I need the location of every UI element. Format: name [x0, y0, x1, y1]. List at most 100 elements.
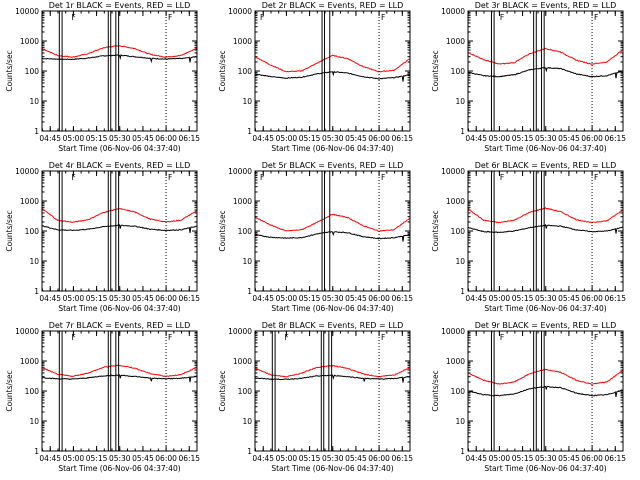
x-tick-label: 04:45	[252, 134, 274, 143]
x-axis-label: Start Time (06-Nov-06 04:37:40)	[271, 464, 393, 473]
y-tick-label: 10000	[441, 327, 465, 336]
x-tick-label: 05:15	[512, 294, 534, 303]
y-tick-label: 1000	[446, 197, 465, 206]
lld-series-line	[254, 213, 411, 232]
x-tick-label: 05:15	[299, 294, 321, 303]
lld-series-line	[41, 207, 198, 224]
x-tick-label: 06:15	[178, 294, 200, 303]
x-axis-label: Start Time (06-Nov-06 04:37:40)	[271, 144, 393, 153]
plot-frame	[254, 330, 411, 452]
x-tick-label: 05:45	[345, 134, 367, 143]
plot-frame	[254, 170, 411, 292]
x-axis-label: Start Time (06-Nov-06 04:37:40)	[484, 464, 606, 473]
y-axis-label: Counts/sec	[218, 50, 227, 91]
y-tick-label: 100	[25, 387, 40, 396]
x-tick-label: 05:45	[558, 134, 580, 143]
y-axis-label: Counts/sec	[218, 210, 227, 251]
events-series-line	[41, 224, 198, 234]
flare-marker-label: F	[71, 333, 75, 342]
y-tick-label: 100	[451, 67, 466, 76]
flare-marker-label: F	[381, 173, 385, 182]
panel-title: Det 5r BLACK = Events, RED = LLD	[262, 161, 404, 170]
panel-7: Det 7r BLACK = Events, RED = LLD Counts/s…	[5, 321, 200, 473]
panel-6: Det 6r BLACK = Events, RED = LLD Counts/s…	[431, 161, 626, 313]
y-tick-label: 1	[460, 287, 465, 296]
panel-8: Det 8r BLACK = Events, RED = LLD Counts/s…	[218, 321, 413, 473]
x-tick-label: 05:30	[109, 134, 131, 143]
plot-frame	[467, 10, 624, 132]
x-tick-label: 05:30	[535, 294, 557, 303]
x-tick-label: 05:00	[276, 454, 298, 463]
panel-2: Det 2r BLACK = Events, RED = LLD Counts/s…	[218, 1, 413, 153]
flare-marker-label: F	[594, 173, 598, 182]
x-tick-label: 05:45	[345, 454, 367, 463]
x-axis-label: Start Time (06-Nov-06 04:37:40)	[271, 304, 393, 313]
y-tick-label: 1000	[233, 357, 252, 366]
y-tick-label: 10000	[15, 167, 39, 176]
x-tick-label: 05:00	[63, 134, 85, 143]
flare-marker-label: F	[594, 333, 598, 342]
panel-title: Det 7r BLACK = Events, RED = LLD	[49, 321, 191, 330]
x-tick-label: 06:15	[178, 134, 200, 143]
x-tick-label: 04:45	[465, 134, 487, 143]
y-tick-label: 1000	[446, 357, 465, 366]
x-tick-label: 05:00	[489, 294, 511, 303]
y-tick-label: 1	[460, 447, 465, 456]
y-tick-label: 10	[242, 417, 252, 426]
y-axis-label: Counts/sec	[218, 370, 227, 411]
y-axis-label: Counts/sec	[431, 50, 440, 91]
x-tick-label: 05:45	[132, 134, 154, 143]
y-tick-label: 100	[451, 387, 466, 396]
flare-marker-label: F	[500, 13, 504, 22]
flare-marker-label: F	[260, 13, 264, 22]
y-tick-label: 1	[247, 447, 252, 456]
y-axis-label: Counts/sec	[5, 370, 14, 411]
plot-frame	[467, 330, 624, 452]
x-tick-label: 05:15	[512, 134, 534, 143]
y-tick-label: 1000	[20, 197, 39, 206]
panel-title: Det 4r BLACK = Events, RED = LLD	[49, 161, 191, 170]
panel-1: Det 1r BLACK = Events, RED = LLD Counts/s…	[5, 1, 200, 153]
y-tick-label: 10000	[15, 7, 39, 16]
x-tick-label: 06:15	[391, 294, 413, 303]
flare-marker-label: F	[71, 173, 75, 182]
x-tick-label: 05:15	[86, 294, 108, 303]
lld-series-line	[254, 364, 411, 378]
flare-marker-label: F	[381, 13, 385, 22]
flare-marker-label: F	[168, 333, 172, 342]
x-tick-label: 05:00	[276, 134, 298, 143]
panel-3: Det 3r BLACK = Events, RED = LLD Counts/s…	[431, 1, 626, 153]
plot-frame	[41, 170, 198, 292]
x-tick-label: 05:00	[63, 454, 85, 463]
x-axis-label: Start Time (06-Nov-06 04:37:40)	[58, 304, 180, 313]
events-series-line	[254, 70, 411, 82]
flare-marker-label: F	[71, 13, 75, 22]
x-axis-label: Start Time (06-Nov-06 04:37:40)	[484, 144, 606, 153]
x-tick-label: 04:45	[252, 454, 274, 463]
y-tick-label: 10	[29, 257, 39, 266]
x-tick-label: 05:15	[86, 134, 108, 143]
x-axis-label: Start Time (06-Nov-06 04:37:40)	[58, 144, 180, 153]
y-tick-label: 10	[242, 97, 252, 106]
panel-title: Det 3r BLACK = Events, RED = LLD	[475, 1, 617, 10]
x-tick-label: 05:15	[86, 454, 108, 463]
panel-title: Det 6r BLACK = Events, RED = LLD	[475, 161, 617, 170]
y-tick-label: 100	[25, 227, 40, 236]
panel-9: Det 9r BLACK = Events, RED = LLD Counts/s…	[431, 321, 626, 473]
x-tick-label: 05:30	[109, 294, 131, 303]
y-tick-label: 10	[455, 257, 465, 266]
y-tick-label: 100	[238, 67, 253, 76]
y-tick-label: 100	[238, 387, 253, 396]
x-tick-label: 06:00	[581, 134, 603, 143]
panel-title: Det 8r BLACK = Events, RED = LLD	[262, 321, 404, 330]
panel-5: Det 5r BLACK = Events, RED = LLD Counts/s…	[218, 161, 413, 313]
x-tick-label: 04:45	[465, 294, 487, 303]
x-tick-label: 05:15	[299, 454, 321, 463]
y-tick-label: 1000	[233, 197, 252, 206]
y-tick-label: 10000	[228, 167, 252, 176]
x-tick-label: 05:00	[63, 294, 85, 303]
x-tick-label: 05:45	[558, 294, 580, 303]
y-axis-label: Counts/sec	[431, 210, 440, 251]
plot-frame	[41, 330, 198, 452]
